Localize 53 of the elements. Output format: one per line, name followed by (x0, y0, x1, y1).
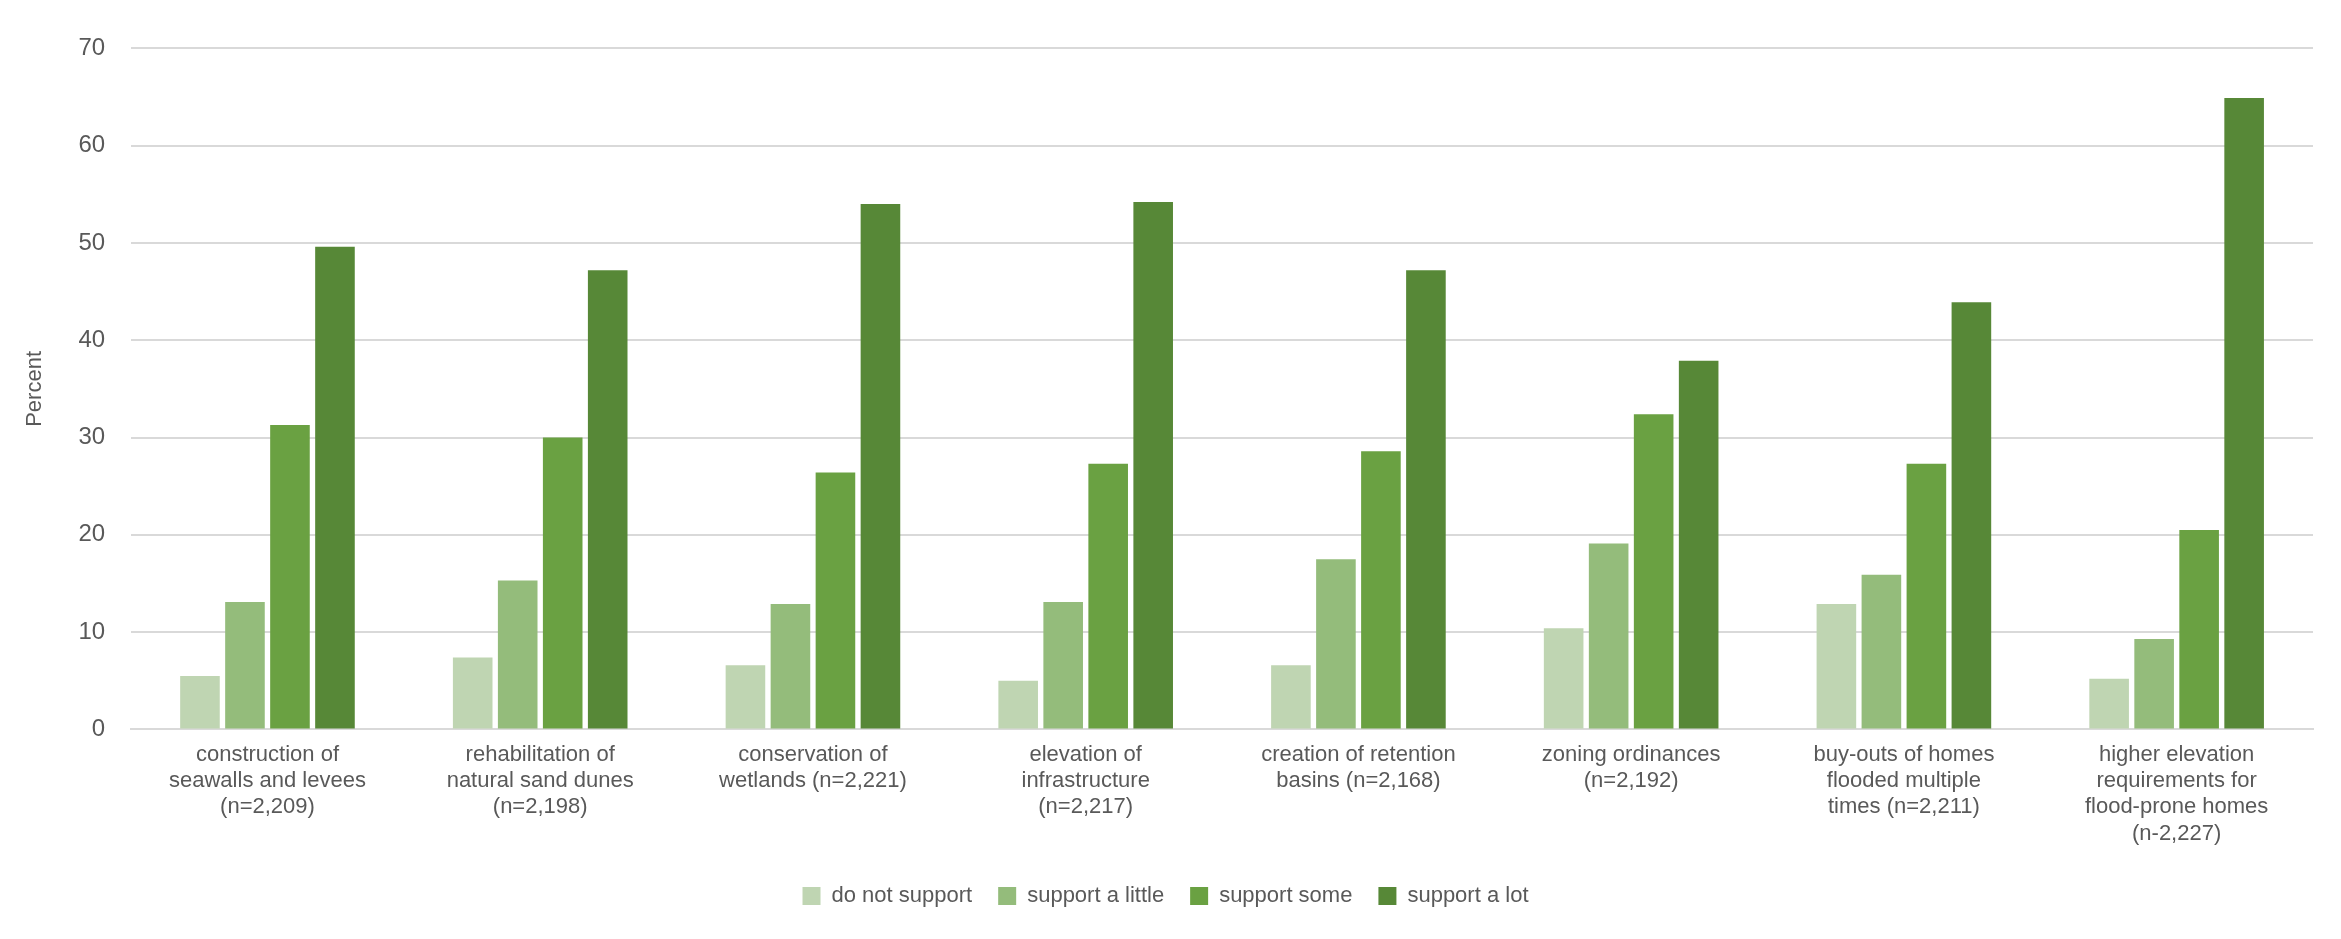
legend-label: support some (1219, 882, 1353, 908)
bar (1271, 665, 1311, 729)
y-tick-label: 30 (78, 422, 106, 450)
bar (1316, 559, 1356, 729)
bar (497, 580, 538, 729)
x-tick-label: higher elevation requirements for flood-prone homes (n-2,227) (2084, 740, 2269, 845)
bar (315, 246, 355, 729)
y-tick-label: 10 (78, 616, 106, 644)
bar (270, 424, 310, 729)
bar (1043, 601, 1083, 729)
bar (587, 270, 628, 729)
bar (2224, 98, 2264, 729)
bar (2179, 529, 2219, 729)
bar (1406, 270, 1446, 729)
x-tick-label: conservation of wetlands (n=2,221) (718, 740, 907, 793)
bar (725, 665, 766, 729)
y-axis-title: Percent (21, 350, 47, 427)
x-tick-label: rehabilitation of natural sand dunes (n=2,198) (446, 740, 634, 819)
bar (1361, 451, 1401, 729)
bar (1133, 202, 1173, 729)
bar (2134, 638, 2174, 729)
bar (998, 680, 1038, 729)
legend-label: support a little (1027, 882, 1165, 908)
x-tick-label: zoning ordinances (n=2,192) (1541, 740, 1721, 793)
legend-label: support a lot (1407, 882, 1529, 908)
x-tick-label: construction of seawalls and levees (n=2,209) (169, 740, 366, 819)
bar (2089, 678, 2129, 729)
bar (452, 657, 493, 729)
bar (860, 204, 901, 729)
x-tick-label: creation of retention basins (n=2,168) (1261, 740, 1456, 793)
y-tick-label: 50 (78, 227, 106, 255)
bar (1088, 463, 1128, 729)
y-tick-label: 40 (78, 324, 106, 352)
x-tick-label: buy-outs of homes flooded multiple times (n=2,211) (1813, 740, 1995, 819)
y-tick-label: 70 (78, 33, 106, 61)
bar (815, 472, 856, 729)
bar (225, 601, 265, 729)
bar (1816, 603, 1857, 729)
bar (1861, 574, 1902, 729)
bar (542, 437, 583, 729)
bar (1951, 302, 1992, 729)
bar (1588, 543, 1629, 729)
x-tick-label: elevation of infrastructure (n=2,217) (1021, 740, 1150, 819)
bar (1633, 414, 1674, 729)
bar (1543, 628, 1584, 729)
bar (770, 603, 811, 729)
legend-label: do not support (831, 882, 973, 908)
y-tick-label: 60 (78, 130, 106, 158)
bar (180, 675, 220, 729)
bar (1906, 463, 1947, 729)
y-tick-label: 20 (78, 519, 106, 547)
y-tick-label: 0 (91, 714, 106, 742)
bar (1678, 360, 1719, 729)
